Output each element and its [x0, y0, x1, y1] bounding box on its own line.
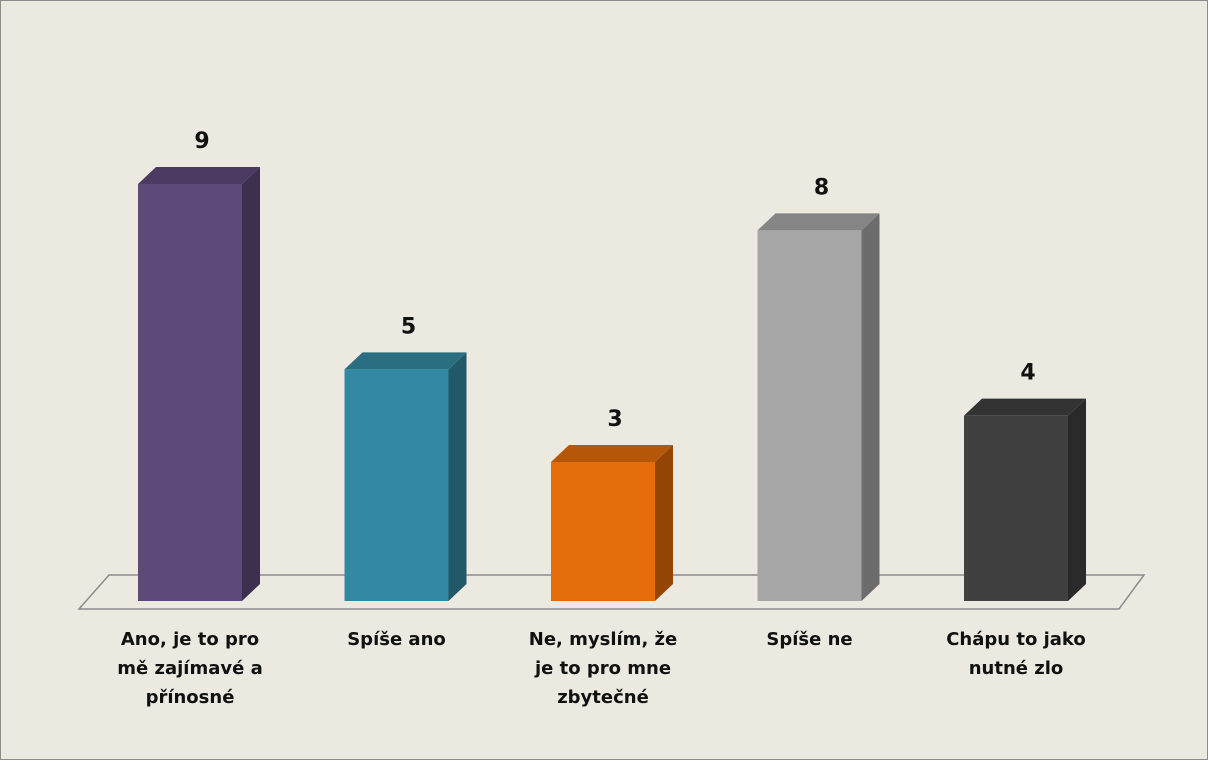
- bar: [964, 415, 1068, 601]
- bar: [344, 369, 449, 601]
- bar-top: [964, 398, 1086, 416]
- value-label: 3: [607, 407, 622, 432]
- bar-top: [551, 445, 673, 462]
- bar: [757, 230, 862, 602]
- bar: [138, 184, 242, 601]
- x-tick-label: Ne, myslím, že je to pro mne zbytečné: [528, 629, 678, 708]
- bar-top: [757, 213, 880, 231]
- bar-side: [448, 352, 467, 601]
- x-tick-label: Spíše ano: [347, 629, 446, 650]
- bar-side: [861, 213, 880, 602]
- bar-side: [1068, 398, 1086, 601]
- bar: [551, 462, 655, 601]
- value-label: 4: [1020, 361, 1035, 386]
- bar-top: [344, 352, 467, 370]
- value-label: 5: [401, 314, 416, 339]
- x-tick-label: Chápu to jako nutné zlo: [946, 629, 1086, 679]
- value-label: 9: [194, 129, 209, 154]
- bar-top: [138, 167, 260, 184]
- bar-side: [655, 445, 673, 601]
- x-tick-label: Spíše ne: [766, 629, 853, 650]
- value-label: 8: [814, 175, 829, 200]
- bar-side: [242, 167, 260, 601]
- x-tick-label: Ano, je to pro mě zajímavé a přínosné: [117, 629, 263, 708]
